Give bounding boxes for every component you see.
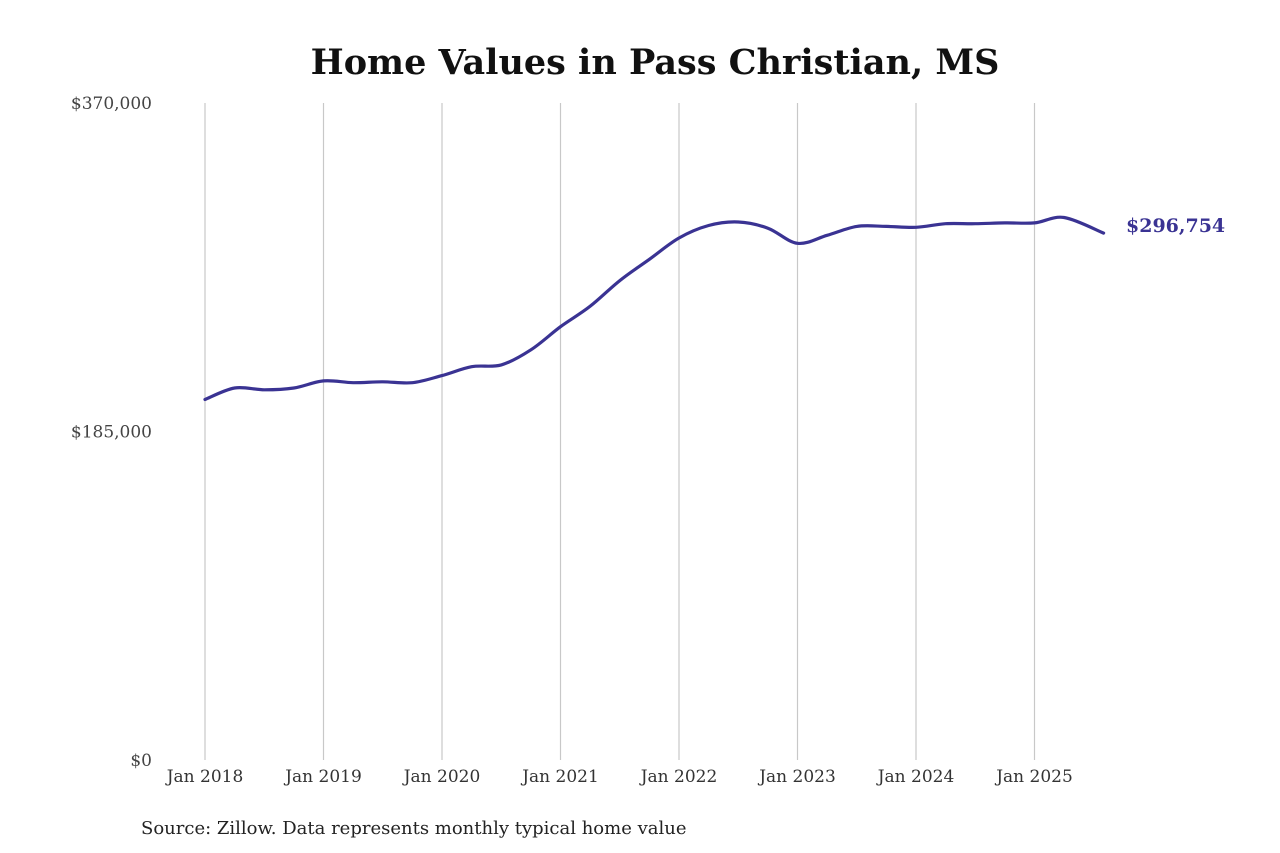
x-tick-label: Jan 2022 <box>639 767 718 787</box>
x-tick-label: Jan 2019 <box>283 767 362 787</box>
grid-lines <box>204 103 1036 760</box>
source-note: Source: Zillow. Data represents monthly … <box>141 818 687 839</box>
chart-title: Home Values in Pass Christian, MS <box>311 42 1000 83</box>
latest-value-label: $296,754 <box>1126 215 1225 237</box>
y-axis-ticks: $0 $185,000 $370,000 <box>71 94 152 771</box>
x-tick-label: Jan 2020 <box>402 767 481 787</box>
x-tick-label: Jan 2025 <box>994 767 1073 787</box>
x-tick-label: Jan 2021 <box>520 767 599 787</box>
y-tick-label: $185,000 <box>71 423 152 443</box>
x-tick-label: Jan 2023 <box>757 767 836 787</box>
x-tick-label: Jan 2018 <box>165 767 244 787</box>
y-tick-label: $370,000 <box>71 94 152 114</box>
y-tick-label: $0 <box>130 751 152 771</box>
home-value-line <box>203 215 1106 402</box>
x-tick-label: Jan 2024 <box>876 767 955 787</box>
x-axis-ticks: Jan 2018 Jan 2019 Jan 2020 Jan 2021 Jan 2022… <box>165 767 1073 787</box>
